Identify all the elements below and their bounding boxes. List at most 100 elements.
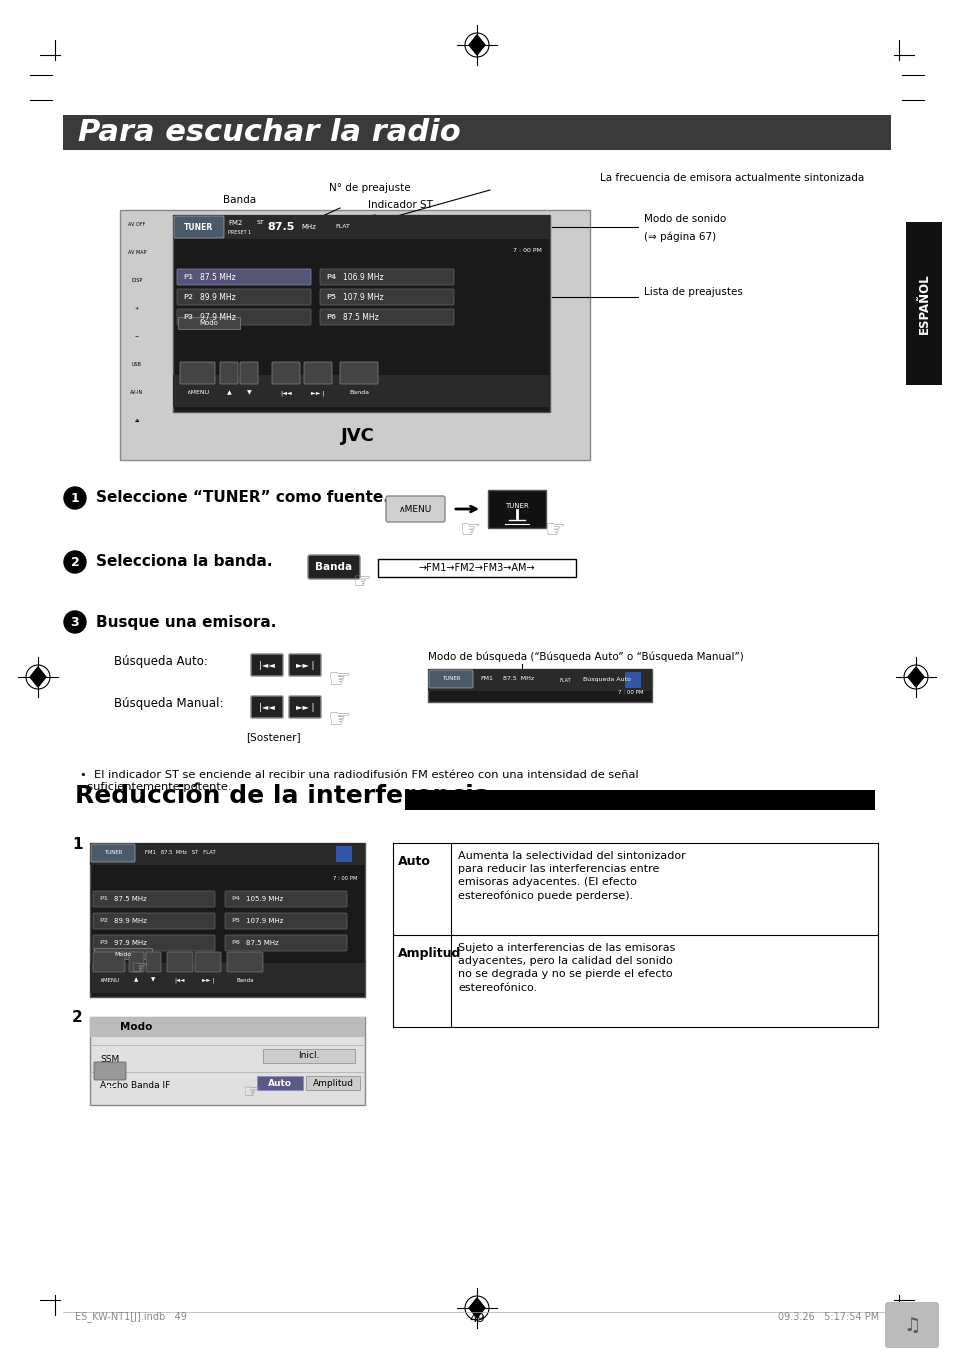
Text: Busque una emisora.: Busque una emisora. — [96, 615, 276, 630]
FancyBboxPatch shape — [289, 696, 320, 718]
Text: Modo: Modo — [199, 320, 218, 326]
Text: 3: 3 — [71, 616, 79, 628]
Text: Indicador ST: Indicador ST — [367, 200, 432, 210]
FancyBboxPatch shape — [319, 288, 454, 305]
Text: 106.9 MHz: 106.9 MHz — [343, 272, 383, 282]
Text: →FM1→FM2→FM3→AM→: →FM1→FM2→FM3→AM→ — [418, 563, 535, 573]
Text: ☞: ☞ — [352, 571, 371, 592]
FancyBboxPatch shape — [289, 654, 320, 676]
Text: Para escuchar la radio: Para escuchar la radio — [78, 118, 460, 148]
Bar — [172, 215, 550, 412]
Bar — [377, 559, 576, 577]
Text: FLAT: FLAT — [335, 225, 350, 229]
Text: 107.9 MHz: 107.9 MHz — [343, 292, 383, 302]
Text: Selecciona la banda.: Selecciona la banda. — [96, 555, 273, 570]
Text: 87.5 MHz: 87.5 MHz — [113, 896, 147, 902]
Bar — [172, 375, 550, 408]
Text: ST: ST — [257, 221, 265, 226]
Text: ▲: ▲ — [227, 390, 232, 395]
Bar — [428, 669, 651, 701]
Bar — [172, 215, 550, 240]
FancyBboxPatch shape — [272, 362, 299, 385]
Text: Reducción de la interferencia: Reducción de la interferencia — [75, 784, 490, 808]
FancyBboxPatch shape — [227, 952, 263, 972]
Text: 09.3.26   5:17:54 PM: 09.3.26 5:17:54 PM — [777, 1312, 878, 1322]
FancyBboxPatch shape — [884, 1303, 938, 1349]
Text: TUNER: TUNER — [441, 677, 459, 681]
Text: P6: P6 — [326, 314, 335, 320]
Bar — [90, 1017, 365, 1037]
FancyBboxPatch shape — [225, 936, 347, 951]
Text: 97.9 MHz: 97.9 MHz — [200, 313, 235, 321]
Polygon shape — [469, 35, 484, 56]
Text: 2: 2 — [71, 555, 79, 569]
Text: Modo de sonido: Modo de sonido — [643, 214, 725, 223]
Text: •  El indicador ST se enciende al recibir una radiodifusión FM estéreo con una i: • El indicador ST se enciende al recibir… — [80, 770, 638, 792]
Bar — [263, 1049, 355, 1063]
Text: Banda: Banda — [315, 562, 353, 571]
Text: AV OFF: AV OFF — [129, 222, 146, 227]
Circle shape — [64, 611, 86, 634]
Text: Auto: Auto — [397, 854, 431, 868]
Text: P3: P3 — [99, 941, 108, 945]
Text: Amplitud: Amplitud — [397, 946, 461, 960]
FancyBboxPatch shape — [180, 362, 214, 385]
Text: ♫: ♫ — [902, 1316, 920, 1335]
Text: Búsqueda Auto:: Búsqueda Auto: — [113, 655, 208, 669]
Bar — [178, 317, 240, 329]
FancyBboxPatch shape — [319, 309, 454, 325]
Text: P4: P4 — [326, 274, 335, 280]
FancyBboxPatch shape — [319, 269, 454, 284]
Text: 87.5 MHz: 87.5 MHz — [200, 272, 235, 282]
FancyBboxPatch shape — [91, 844, 135, 862]
Text: SSM: SSM — [100, 1055, 119, 1063]
Text: ESPAÑOL: ESPAÑOL — [917, 274, 929, 334]
Text: |◄◄: |◄◄ — [280, 390, 292, 395]
Bar — [90, 844, 365, 997]
Text: ☞: ☞ — [328, 707, 352, 733]
FancyBboxPatch shape — [251, 654, 283, 676]
Text: ☞: ☞ — [459, 519, 480, 542]
Text: 87.5 MHz: 87.5 MHz — [343, 313, 378, 321]
Text: P3: P3 — [183, 314, 193, 320]
Text: Modo de búsqueda (“Búsqueda Auto” o “Búsqueda Manual”): Modo de búsqueda (“Búsqueda Auto” o “Bús… — [428, 651, 743, 662]
Text: Banda: Banda — [223, 195, 256, 204]
Text: JVC: JVC — [340, 427, 374, 445]
FancyBboxPatch shape — [129, 952, 144, 972]
Text: N° de preajuste: N° de preajuste — [329, 183, 411, 194]
Text: TUNER: TUNER — [184, 222, 213, 232]
Text: ⏏: ⏏ — [134, 418, 139, 424]
Bar — [405, 789, 874, 810]
FancyBboxPatch shape — [92, 913, 214, 929]
Polygon shape — [907, 668, 923, 686]
Bar — [256, 1076, 303, 1090]
Text: La frecuencia de emisora actualmente sintonizada: La frecuencia de emisora actualmente sin… — [599, 173, 863, 183]
Bar — [90, 963, 365, 992]
Text: 7 : 00 PM: 7 : 00 PM — [618, 689, 643, 695]
Bar — [905, 222, 941, 385]
Text: 7 : 00 PM: 7 : 00 PM — [333, 876, 356, 881]
Text: ∧MENU: ∧MENU — [186, 390, 209, 395]
Text: Búsqueda Manual:: Búsqueda Manual: — [113, 697, 223, 711]
Text: TUNER: TUNER — [504, 502, 528, 509]
Circle shape — [64, 551, 86, 573]
Bar — [94, 948, 152, 959]
FancyBboxPatch shape — [146, 952, 161, 972]
Text: P5: P5 — [326, 294, 335, 301]
Text: P5: P5 — [231, 918, 240, 923]
Text: 7 : 00 PM: 7 : 00 PM — [513, 249, 541, 253]
Text: PRESET 1: PRESET 1 — [228, 229, 251, 234]
Text: Auto: Auto — [268, 1079, 292, 1087]
Text: 87.5: 87.5 — [267, 222, 294, 232]
Text: ∧MENU: ∧MENU — [99, 978, 119, 983]
Text: 87.5 MHz: 87.5 MHz — [246, 940, 278, 946]
Text: 89.9 MHz: 89.9 MHz — [113, 918, 147, 923]
Text: Aumenta la selectividad del sintonizador
para reducir las interferencias entre
e: Aumenta la selectividad del sintonizador… — [457, 852, 685, 902]
Bar — [306, 1076, 359, 1090]
FancyBboxPatch shape — [308, 555, 359, 580]
Text: ☞: ☞ — [130, 960, 148, 979]
FancyBboxPatch shape — [339, 362, 377, 385]
Text: P2: P2 — [183, 294, 193, 301]
FancyBboxPatch shape — [220, 362, 237, 385]
FancyBboxPatch shape — [92, 936, 214, 951]
